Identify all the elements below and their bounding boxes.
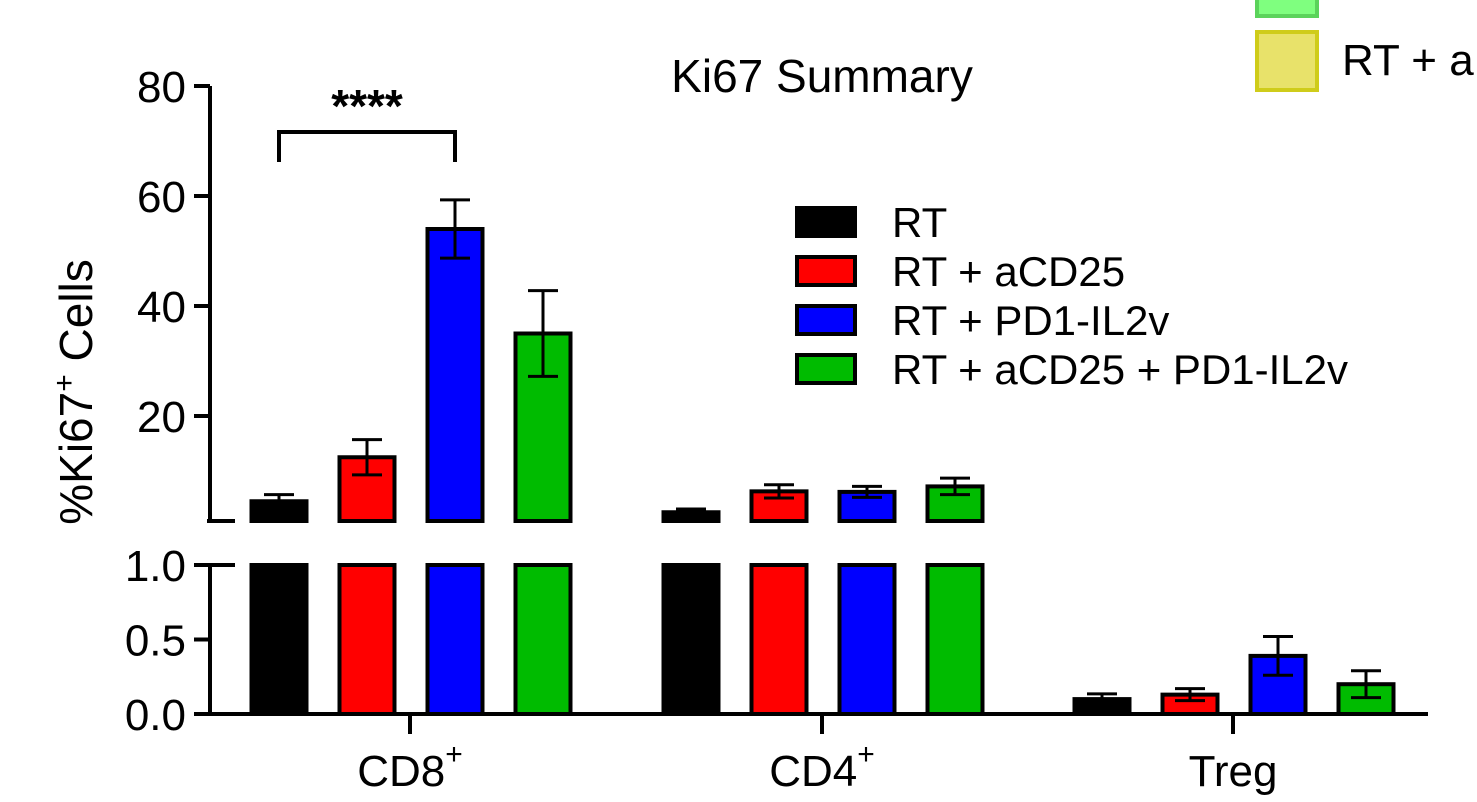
chart-title: Ki67 Summary	[671, 50, 973, 102]
x-category-name: CD4	[769, 747, 857, 796]
error-bars	[264, 198, 1381, 706]
x-axis-labels: CD8+ CD4+ Treg	[357, 738, 1277, 796]
clipped-legend: RT + a	[1255, 0, 1474, 92]
x-category-name: Treg	[1189, 747, 1278, 796]
y-tick-label: 0.5	[125, 617, 186, 666]
y-axis-title: %Ki67+ Cells	[48, 259, 102, 525]
bar-lower-0-0	[249, 563, 309, 716]
x-category-sup: +	[445, 738, 463, 771]
bar-lower-1-3	[925, 563, 985, 716]
legend-label: RT + aCD25 + PD1-IL2v	[892, 346, 1348, 393]
y-tick-label: 40	[137, 283, 186, 332]
clipped-legend-label: RT + a	[1342, 36, 1474, 85]
x-category-label: CD8+	[357, 738, 463, 796]
bars	[249, 227, 1396, 717]
y-axis-title-main: %Ki67	[50, 392, 102, 525]
x-category-label: CD4+	[769, 738, 875, 796]
y-tick-label: 0.0	[125, 691, 186, 740]
legend-swatch	[795, 206, 857, 238]
bar-lower-1-0	[661, 563, 721, 716]
y-axis-title-sup: +	[48, 374, 81, 392]
y-tick-label: 60	[137, 173, 186, 222]
y-tick-label: 20	[137, 393, 186, 442]
significance-bracket-line	[277, 130, 457, 162]
bar-lower-0-1	[337, 563, 397, 716]
y-axis-label: %Ki67+ Cells	[48, 259, 102, 525]
legend-swatch	[795, 353, 857, 385]
y-tick-label: 1.0	[125, 542, 186, 591]
bar-lower-1-2	[837, 563, 897, 716]
legend-label: RT + aCD25	[892, 248, 1125, 295]
clipped-legend-swatch	[1255, 0, 1319, 18]
clipped-legend-swatch	[1255, 30, 1319, 92]
legend-label: RT + PD1-IL2v	[892, 297, 1169, 344]
x-category-name: CD8	[357, 747, 445, 796]
legend-label: RT	[892, 199, 947, 246]
y-axis-title-suffix: Cells	[50, 259, 102, 374]
axes: 20 40 60 80 0.0 0.5 1.0	[125, 63, 1428, 740]
bar-lower-1-1	[749, 563, 809, 716]
y-tick-label: 80	[137, 63, 186, 112]
significance-stars: ****	[331, 80, 403, 132]
bar-lower-0-3	[513, 563, 573, 716]
x-category-label: Treg	[1189, 747, 1278, 796]
x-category-sup: +	[857, 738, 875, 771]
significance-bracket: ****	[277, 80, 457, 162]
bar-lower-0-2	[425, 563, 485, 716]
bar-upper-0-2	[425, 227, 485, 523]
legend-swatch	[795, 255, 857, 287]
legend-swatch	[795, 304, 857, 336]
